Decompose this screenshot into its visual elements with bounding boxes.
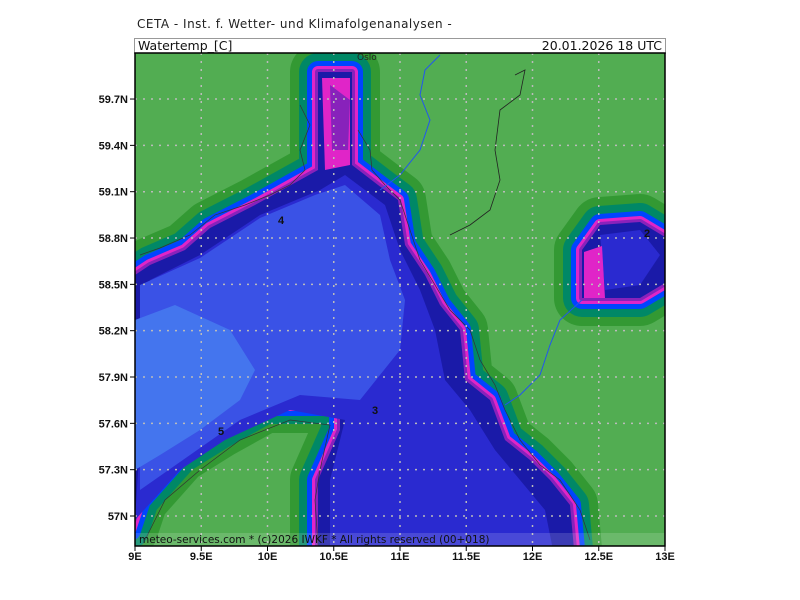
lat-tick-label: 58.8N — [99, 233, 128, 245]
place-label-oslo: Oslo — [357, 53, 377, 63]
lake-area — [554, 194, 665, 326]
lon-tick-label: 11E — [391, 551, 410, 563]
lon-tick-label: 9E — [128, 551, 141, 563]
lat-tick-label: 59.7N — [99, 94, 128, 106]
lat-tick-label: 57N — [108, 511, 128, 523]
lon-tick-label: 12E — [523, 551, 543, 563]
lat-tick-label: 57.3N — [99, 465, 128, 477]
contour-label: 3 — [372, 405, 378, 417]
grid-lines — [135, 53, 665, 546]
border-line — [449, 69, 526, 236]
contour-label: 2 — [644, 228, 650, 240]
lat-tick-label: 59.1N — [99, 187, 128, 199]
lat-tick-label: 58.5N — [99, 279, 128, 291]
contour-label: 5 — [218, 426, 224, 438]
valid-time: 20.01.2026 18 UTC — [541, 38, 662, 53]
axis-ticks: 9E 9.5E 10E 10.5E 11E 11.5E 12E 12.5E 13E 57N 57.3… — [99, 94, 675, 563]
variable-label: Watertemp_[C] — [138, 38, 233, 53]
lat-tick-label: 58.2N — [99, 326, 128, 338]
lat-tick-label: 57.6N — [99, 418, 128, 430]
lon-tick-label: 11.5E — [452, 551, 480, 563]
footer-strip — [135, 533, 665, 546]
river — [504, 299, 583, 406]
lat-tick-label: 59.4N — [99, 140, 128, 152]
lake-deep — [600, 230, 660, 290]
lon-tick-label: 10.5E — [319, 551, 348, 563]
lon-tick-label: 10E — [258, 551, 278, 563]
contour-label: 4 — [278, 215, 285, 227]
lake-magenta — [584, 246, 605, 298]
coastline — [357, 129, 591, 541]
lon-tick-label: 9.5E — [190, 551, 213, 563]
sea-light — [135, 305, 255, 470]
sea-area — [135, 53, 602, 546]
header-title: CETA - Inst. f. Wetter- und Klimafolgena… — [137, 17, 453, 31]
coastline — [139, 104, 311, 256]
lat-tick-label: 57.9N — [99, 372, 128, 384]
fjord-purple — [330, 85, 350, 150]
footer-credit: meteo-services.com * (c)2026 IWKF * All … — [139, 534, 490, 546]
lon-tick-label: 13E — [655, 551, 675, 563]
coastline-jutland — [144, 419, 331, 546]
lon-tick-label: 12.5E — [584, 551, 613, 563]
